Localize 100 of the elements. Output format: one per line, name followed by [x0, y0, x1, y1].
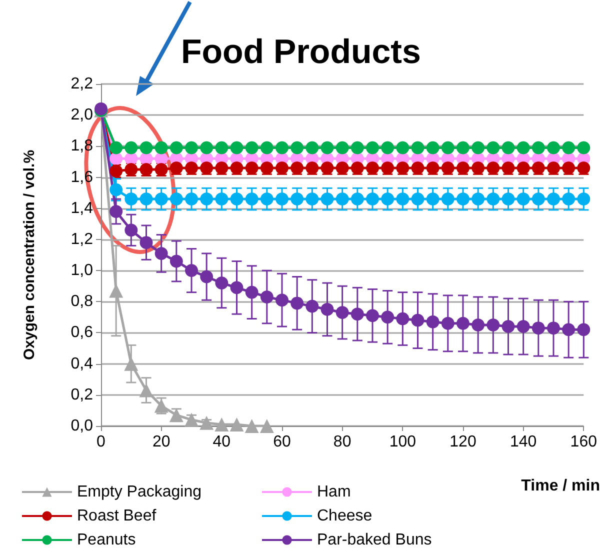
- point: [396, 192, 410, 206]
- point: [260, 419, 274, 433]
- point: [336, 306, 349, 320]
- point: [426, 141, 440, 154]
- y-tick-label: 1,0: [70, 262, 94, 280]
- point: [230, 281, 244, 294]
- point: [516, 320, 530, 334]
- point: [140, 192, 153, 206]
- point: [486, 192, 500, 206]
- point: [124, 356, 138, 371]
- y-axis-title: Oxygen concentration / vol.%: [21, 150, 38, 360]
- point: [320, 141, 334, 154]
- point: [381, 192, 394, 206]
- point: [260, 141, 274, 154]
- x-axis-title: Time / min: [521, 478, 600, 494]
- point: [472, 192, 485, 206]
- point: [170, 192, 183, 206]
- x-tick-label: 20: [152, 434, 170, 450]
- point: [532, 141, 545, 154]
- point: [200, 270, 214, 284]
- point: [170, 254, 183, 268]
- point: [411, 161, 424, 174]
- point: [124, 224, 138, 237]
- point: [230, 141, 244, 154]
- point: [185, 264, 198, 278]
- point: [215, 276, 228, 290]
- x-tick-label: 120: [450, 434, 476, 450]
- point: [366, 309, 379, 322]
- x-tick-label: 0: [96, 434, 106, 450]
- point: [154, 192, 168, 206]
- point: [441, 316, 454, 330]
- point: [140, 236, 153, 250]
- point: [441, 192, 454, 206]
- point: [244, 419, 259, 433]
- point: [502, 192, 515, 206]
- point: [486, 318, 500, 332]
- point: [502, 320, 515, 334]
- point: [276, 294, 288, 307]
- point: [577, 141, 590, 154]
- point: [426, 315, 440, 328]
- legend-label: Peanuts: [77, 532, 136, 548]
- point: [184, 412, 198, 427]
- point: [577, 192, 590, 206]
- point: [441, 141, 454, 154]
- point: [320, 192, 334, 206]
- point: [245, 192, 258, 206]
- y-tick-label: 0,2: [70, 386, 94, 404]
- y-tick-label: 0,4: [70, 355, 94, 372]
- legend-label: Empty Packaging: [77, 484, 202, 500]
- point: [245, 141, 258, 154]
- point: [230, 161, 244, 174]
- point: [502, 161, 515, 174]
- point: [306, 141, 319, 154]
- point: [260, 192, 274, 206]
- point: [456, 192, 470, 206]
- point: [124, 141, 138, 154]
- point: [170, 141, 183, 154]
- point: [200, 192, 214, 206]
- x-tick-label: 140: [510, 434, 537, 450]
- point: [426, 192, 440, 206]
- point: [516, 192, 530, 206]
- point: [366, 141, 379, 154]
- chart-title: Food Products: [181, 33, 421, 71]
- point: [350, 141, 364, 154]
- point: [350, 192, 364, 206]
- point: [472, 318, 485, 332]
- point: [215, 141, 228, 154]
- point: [320, 302, 334, 316]
- point: [185, 161, 198, 174]
- point: [411, 141, 424, 154]
- point: [411, 192, 424, 206]
- point: [472, 141, 485, 154]
- point: [230, 417, 244, 432]
- point: [502, 141, 515, 154]
- point: [109, 284, 124, 298]
- point: [306, 300, 319, 313]
- point: [336, 141, 349, 154]
- point: [290, 296, 304, 310]
- legend-label: Par-baked Buns: [317, 532, 432, 548]
- point: [547, 192, 560, 206]
- point: [366, 161, 379, 174]
- point: [276, 161, 288, 174]
- point: [124, 192, 138, 206]
- point: [230, 192, 244, 206]
- point: [154, 246, 168, 260]
- point: [320, 161, 334, 174]
- point: [350, 308, 364, 321]
- point: [516, 141, 530, 154]
- point: [532, 192, 545, 206]
- point: [366, 192, 379, 206]
- y-tick-label: 2,2: [70, 76, 94, 92]
- point: [185, 141, 198, 154]
- point: [532, 322, 545, 335]
- x-tick-label: 160: [570, 434, 598, 450]
- point: [110, 183, 123, 196]
- point: [396, 141, 410, 154]
- point: [276, 141, 288, 154]
- point: [547, 141, 560, 154]
- legend-label: Ham: [317, 484, 351, 500]
- point: [245, 286, 258, 299]
